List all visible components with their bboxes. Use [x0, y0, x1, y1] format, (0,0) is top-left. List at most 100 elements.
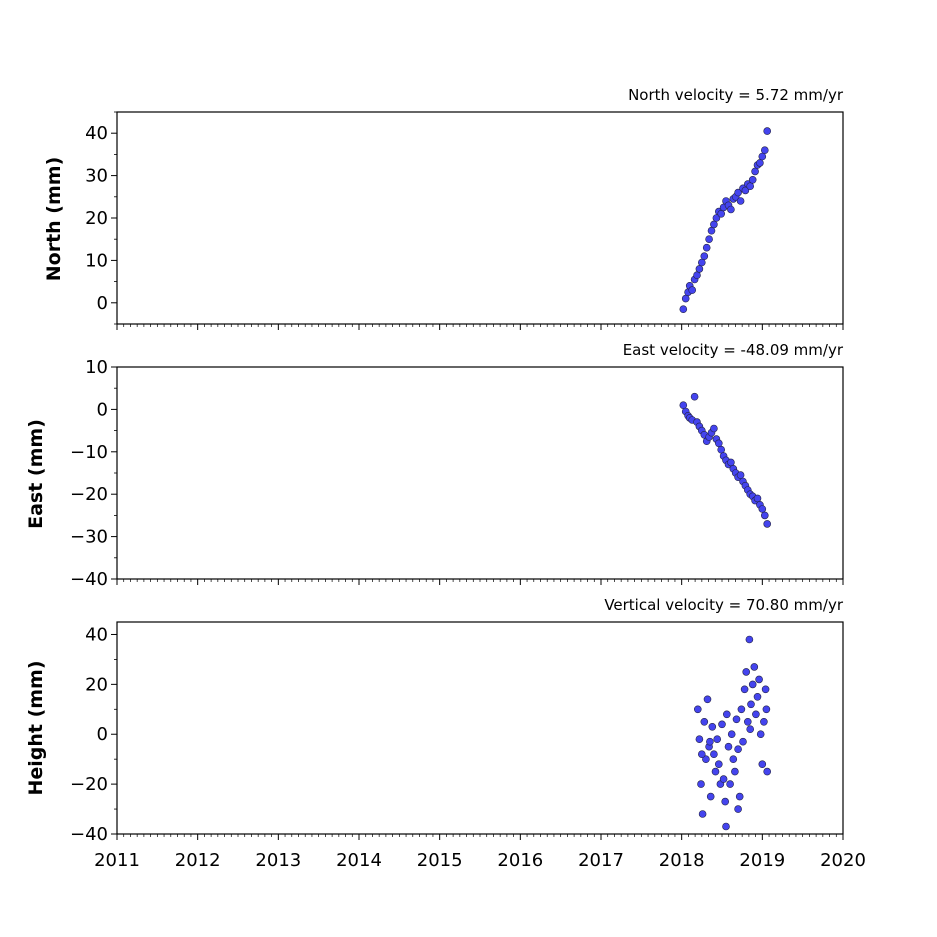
east-data-point [758, 505, 767, 513]
height-data-point [752, 710, 760, 719]
height-x-tick-label: 2016 [497, 850, 543, 871]
north-points [679, 127, 772, 314]
east-data-point [690, 392, 699, 401]
north-data-point [702, 243, 711, 252]
east-data-point [753, 494, 762, 503]
north-data-point [760, 146, 769, 154]
height-x-tick-label: 2015 [417, 850, 463, 871]
height-data-point [734, 805, 742, 813]
north-data-point [717, 210, 726, 218]
height-points [693, 635, 772, 831]
east-y-tick-label: −10 [70, 442, 108, 463]
height-data-point [746, 725, 755, 734]
height-data-point [700, 717, 709, 726]
east-y-tick-label: 10 [85, 357, 108, 378]
height-y-ticks: 40 20 0 −20 −40 [70, 624, 117, 845]
height-data-point [697, 750, 706, 759]
north-data-point [758, 152, 767, 161]
height-panel-title: Vertical velocity = 70.80 mm/yr [604, 596, 844, 614]
height-data-point [718, 720, 726, 729]
height-data-point [721, 797, 730, 806]
height-x-tick-label: 2014 [336, 850, 382, 871]
height-x-tick-label: 2013 [255, 850, 301, 871]
height-data-point [703, 695, 712, 704]
height-data-point [706, 792, 715, 801]
height-data-point [702, 755, 710, 764]
north-data-point [707, 226, 716, 235]
height-data-point [726, 780, 734, 788]
north-y-tick-label: 10 [85, 250, 108, 271]
height-data-point [735, 792, 744, 801]
north-y-ticks: 0 10 20 30 40 [85, 111, 117, 325]
height-x-ticks: 2011 2012 2013 2014 2015 2016 2017 2018 2019 2020 [94, 834, 866, 871]
height-y-tick-label: −20 [70, 774, 108, 795]
north-data-point [695, 265, 704, 273]
height-data-point [708, 722, 717, 731]
north-y-tick-label: 20 [85, 208, 108, 229]
east-y-axis-label: East (mm) [25, 419, 47, 529]
north-y-tick-label: 30 [85, 166, 108, 187]
north-data-point [751, 167, 759, 176]
height-data-point [760, 717, 768, 726]
east-y-tick-label: −40 [70, 569, 108, 590]
north-plot-frame [116, 111, 844, 325]
height-data-point [748, 680, 757, 689]
height-data-point [695, 735, 704, 744]
height-x-tick-label: 2018 [659, 850, 705, 871]
north-data-point [705, 235, 713, 243]
height-data-point [734, 745, 742, 754]
height-data-point [714, 760, 723, 769]
height-data-point [762, 705, 771, 714]
height-data-point [706, 737, 714, 746]
height-data-point [750, 663, 759, 671]
north-data-point [710, 220, 718, 229]
height-data-point [698, 810, 707, 818]
east-data-point [727, 458, 735, 467]
height-data-point [761, 685, 770, 694]
height-panel: Vertical velocity = 70.80 mm/yr Height (… [25, 596, 866, 871]
height-y-axis-label: Height (mm) [25, 660, 47, 795]
north-data-point [734, 188, 742, 197]
north-panel-title: North velocity = 5.72 mm/yr [628, 86, 844, 104]
east-y-tick-label: −30 [70, 527, 108, 548]
north-data-point [681, 294, 690, 303]
height-x-tick-label: 2020 [820, 850, 866, 871]
height-data-point [758, 760, 767, 769]
height-data-point [731, 767, 739, 776]
east-y-tick-label: 0 [97, 399, 108, 420]
north-data-point [688, 286, 697, 294]
height-data-point [756, 730, 765, 739]
height-x-tick-label: 2011 [94, 850, 140, 871]
north-y-tick-label: 40 [85, 123, 108, 144]
height-data-point [745, 635, 754, 644]
east-y-ticks: 10 0 −10 −20 −30 −40 [70, 357, 117, 590]
height-data-point [697, 780, 705, 788]
height-data-point [722, 822, 730, 831]
east-panel: East velocity = -48.09 mm/yr East (mm) 1… [25, 341, 844, 590]
height-x-tick-label: 2012 [175, 850, 221, 871]
east-data-point [714, 439, 723, 448]
height-data-point [693, 705, 702, 714]
height-data-point [763, 767, 772, 776]
height-y-tick-label: 0 [97, 724, 108, 745]
height-data-point [713, 735, 722, 744]
height-data-point [727, 730, 736, 739]
east-data-point [679, 401, 688, 410]
height-data-point [739, 737, 747, 746]
height-data-point [724, 742, 733, 751]
north-panel: North velocity = 5.72 mm/yr North (mm) 0… [43, 86, 844, 330]
north-data-point [748, 176, 757, 184]
height-data-point [753, 692, 762, 701]
east-points [679, 392, 772, 528]
east-data-point [760, 511, 769, 520]
east-plot-frame [116, 366, 844, 580]
height-y-tick-label: −40 [70, 824, 108, 845]
height-data-point [732, 715, 741, 724]
east-data-point [717, 445, 726, 454]
north-y-tick-label: 0 [97, 293, 108, 314]
height-plot-frame [116, 621, 844, 835]
height-y-tick-label: 20 [85, 674, 108, 695]
height-data-point [719, 775, 728, 783]
